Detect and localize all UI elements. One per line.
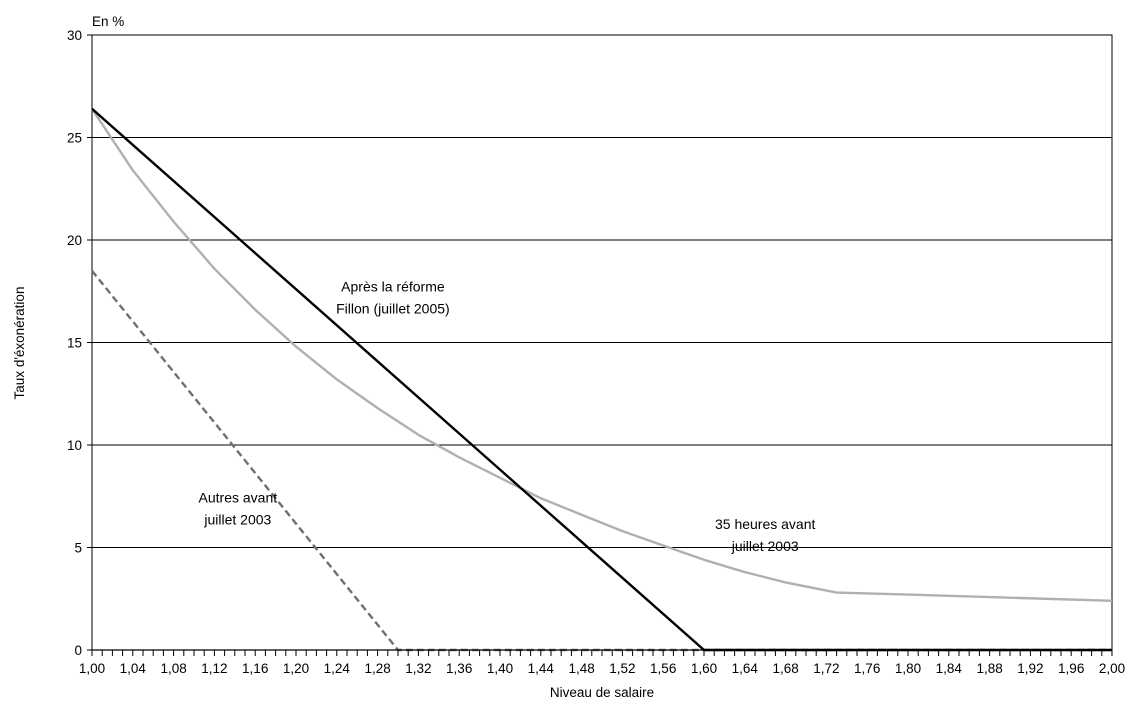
series-annotation-1: 35 heures avant juillet 2003 xyxy=(715,516,816,554)
gridlines xyxy=(92,137,1112,548)
x-tick-label-19: 1,76 xyxy=(854,661,880,676)
x-tick-label-0: 1,00 xyxy=(79,661,105,676)
y-tick-label-2: 10 xyxy=(67,438,82,453)
x-tick-label-4: 1,16 xyxy=(242,661,268,676)
x-tick-label-13: 1,52 xyxy=(609,661,635,676)
x-tick-label-21: 1,84 xyxy=(936,661,963,676)
series-annotations: Après la réforme Fillon (juillet 2005) 35 … xyxy=(199,278,816,554)
x-tick-label-15: 1,60 xyxy=(691,661,717,676)
series-annotation-2-line-1: juillet 2003 xyxy=(203,511,271,527)
series-annotation-1-line-0: 35 heures avant xyxy=(715,516,816,532)
series-line-2 xyxy=(91,270,1112,652)
series-lines xyxy=(91,107,1113,652)
x-tick-label-10: 1,40 xyxy=(487,661,513,676)
series-annotation-1-line-1: juillet 2003 xyxy=(731,538,799,554)
x-tick-label-1: 1,04 xyxy=(120,661,147,676)
y-tick-label-1: 5 xyxy=(74,541,82,556)
y-tick-label-0: 0 xyxy=(74,643,82,658)
y-tick-label-3: 15 xyxy=(67,336,82,351)
x-axis-ticks: 1,00 1,04 1,08 1,12 1,16 1,20 1,24 1,28 1,32 1,36… xyxy=(79,650,1125,676)
x-tick-label-8: 1,32 xyxy=(405,661,431,676)
x-tick-label-5: 1,20 xyxy=(283,661,309,676)
y-tick-label-5: 25 xyxy=(67,131,82,146)
series-annotation-0-line-0: Après la réforme xyxy=(341,278,445,294)
unit-label: En % xyxy=(92,14,124,29)
series-annotation-0: Après la réforme Fillon (juillet 2005) xyxy=(336,278,450,316)
x-axis-title: Niveau de salaire xyxy=(550,685,654,700)
x-tick-label-18: 1,72 xyxy=(813,661,839,676)
x-tick-label-7: 1,28 xyxy=(364,661,390,676)
x-tick-label-17: 1,68 xyxy=(772,661,798,676)
x-tick-label-14: 1,56 xyxy=(650,661,676,676)
y-axis-ticks: 0 5 10 15 20 25 30 xyxy=(67,28,92,658)
series-annotation-2: Autres avant juillet 2003 xyxy=(199,489,278,527)
series-annotation-2-line-0: Autres avant xyxy=(199,489,278,505)
series-annotation-0-line-1: Fillon (juillet 2005) xyxy=(336,300,450,316)
x-tick-label-12: 1,48 xyxy=(568,661,594,676)
x-tick-label-2: 1,08 xyxy=(160,661,186,676)
y-tick-label-4: 20 xyxy=(67,233,82,248)
y-axis-title: Taux d'éxonération xyxy=(12,287,27,400)
x-tick-label-20: 1,80 xyxy=(895,661,921,676)
y-tick-label-6: 30 xyxy=(67,28,82,43)
x-tick-label-22: 1,88 xyxy=(976,661,1002,676)
x-tick-label-6: 1,24 xyxy=(324,661,351,676)
x-tick-label-16: 1,64 xyxy=(732,661,759,676)
x-tick-label-3: 1,12 xyxy=(201,661,227,676)
x-tick-label-24: 1,96 xyxy=(1058,661,1084,676)
x-tick-label-23: 1,92 xyxy=(1017,661,1043,676)
x-tick-label-11: 1,44 xyxy=(528,661,555,676)
x-tick-label-9: 1,36 xyxy=(446,661,472,676)
series-line-0 xyxy=(91,107,1112,652)
x-tick-label-25: 2,00 xyxy=(1099,661,1125,676)
